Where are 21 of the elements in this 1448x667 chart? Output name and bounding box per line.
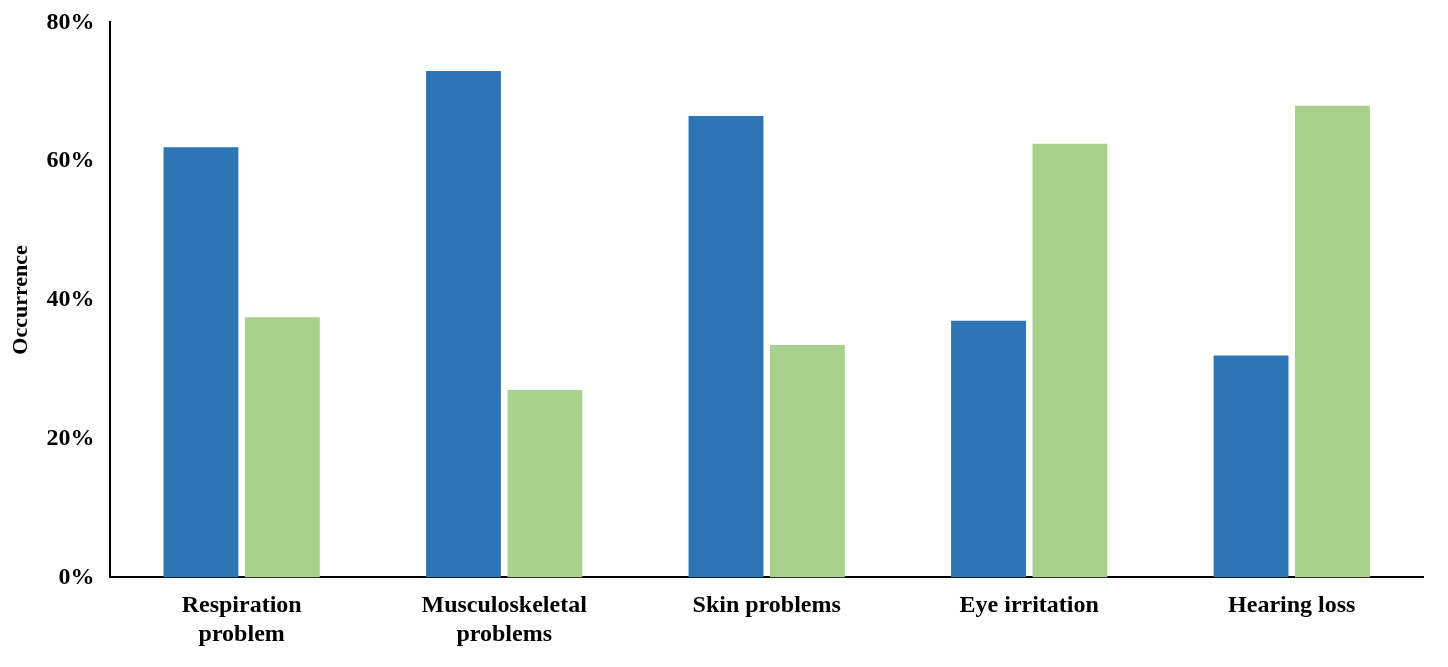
x-tick-label: Musculoskeletal problems <box>421 591 588 646</box>
bar <box>769 344 845 578</box>
x-tick-label: Respiration problem <box>181 591 302 646</box>
y-tick-label: 60% <box>46 146 95 173</box>
bar <box>244 317 320 578</box>
y-tick-label: 80% <box>46 7 95 34</box>
y-tick-label: 40% <box>46 285 95 312</box>
bar <box>426 70 501 578</box>
x-tick-label: Skin problems <box>692 591 841 617</box>
x-tick-label: Eye irritation <box>959 591 1099 617</box>
bar <box>1213 355 1289 578</box>
bar <box>1294 105 1370 578</box>
y-axis-title: Occurrence <box>6 244 32 355</box>
bar <box>688 116 764 578</box>
y-tick-label: 20% <box>46 423 95 450</box>
bar <box>1032 143 1108 578</box>
bar <box>163 147 239 578</box>
bar <box>951 320 1026 578</box>
y-tick-label: 0% <box>58 562 95 589</box>
bar <box>507 390 583 578</box>
x-tick-label: Hearing loss <box>1228 591 1356 617</box>
